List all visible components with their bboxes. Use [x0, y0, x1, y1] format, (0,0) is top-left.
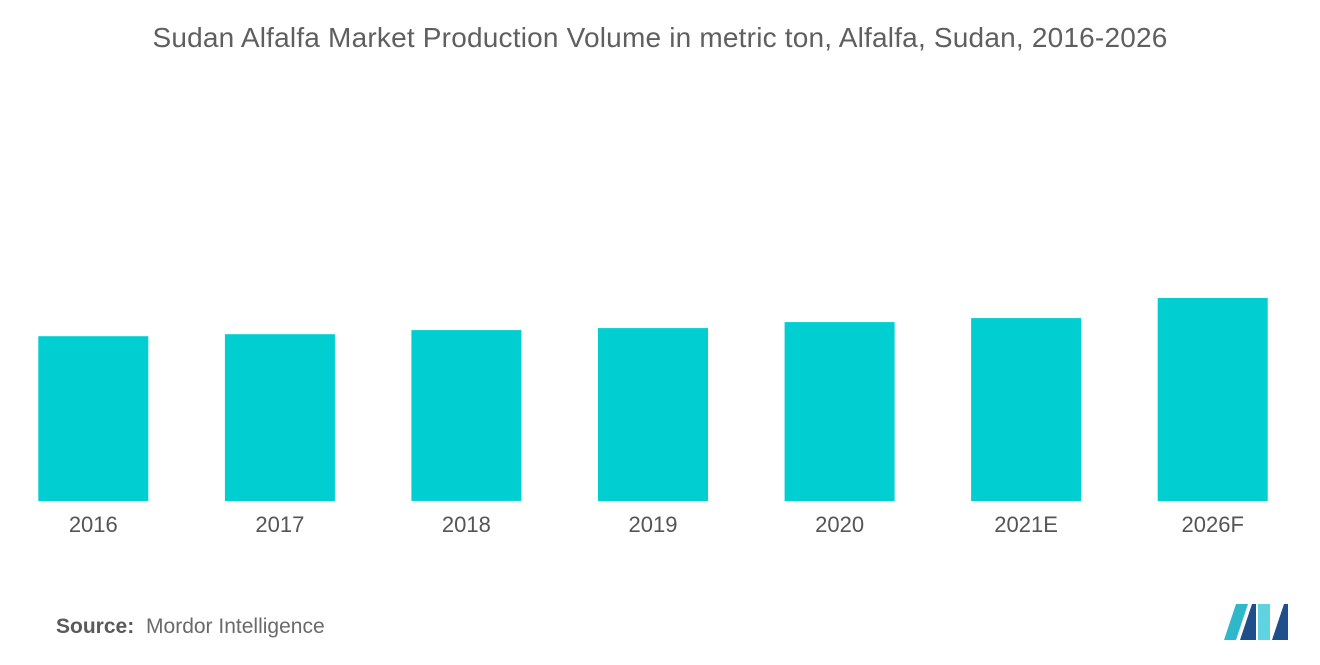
- bar-2020: [784, 322, 895, 501]
- chart-title: Sudan Alfalfa Market Production Volume i…: [152, 22, 1168, 53]
- x-tick-label-2019: 2019: [629, 512, 678, 537]
- bar-2021E: [971, 318, 1082, 501]
- bar-2018: [411, 330, 522, 501]
- bar-2026F: [1157, 298, 1268, 501]
- bar-2016: [38, 336, 149, 501]
- logo-shape-right: [1272, 604, 1288, 640]
- mordor-intelligence-logo-icon: [1224, 604, 1288, 640]
- x-tick-label-2026F: 2026F: [1182, 512, 1244, 537]
- source-text: Mordor Intelligence: [146, 615, 325, 638]
- source-label: Source:: [56, 615, 135, 638]
- x-tick-label-2021E: 2021E: [994, 512, 1058, 537]
- bar-2017: [224, 334, 335, 501]
- source-note: Source: Mordor Intelligence: [56, 615, 325, 639]
- x-tick-label-2017: 2017: [255, 512, 304, 537]
- logo-shape-left: [1224, 604, 1248, 640]
- bar-2019: [598, 328, 708, 501]
- x-tick-label-2016: 2016: [69, 512, 118, 537]
- logo-shape-mid2: [1258, 604, 1270, 640]
- logo-shape-mid: [1240, 604, 1256, 640]
- x-tick-label-2018: 2018: [442, 512, 491, 537]
- bar-chart: 2016 2017 2018 2019 2020 2021E 2026F: [38, 298, 1268, 537]
- x-tick-label-2020: 2020: [815, 512, 864, 537]
